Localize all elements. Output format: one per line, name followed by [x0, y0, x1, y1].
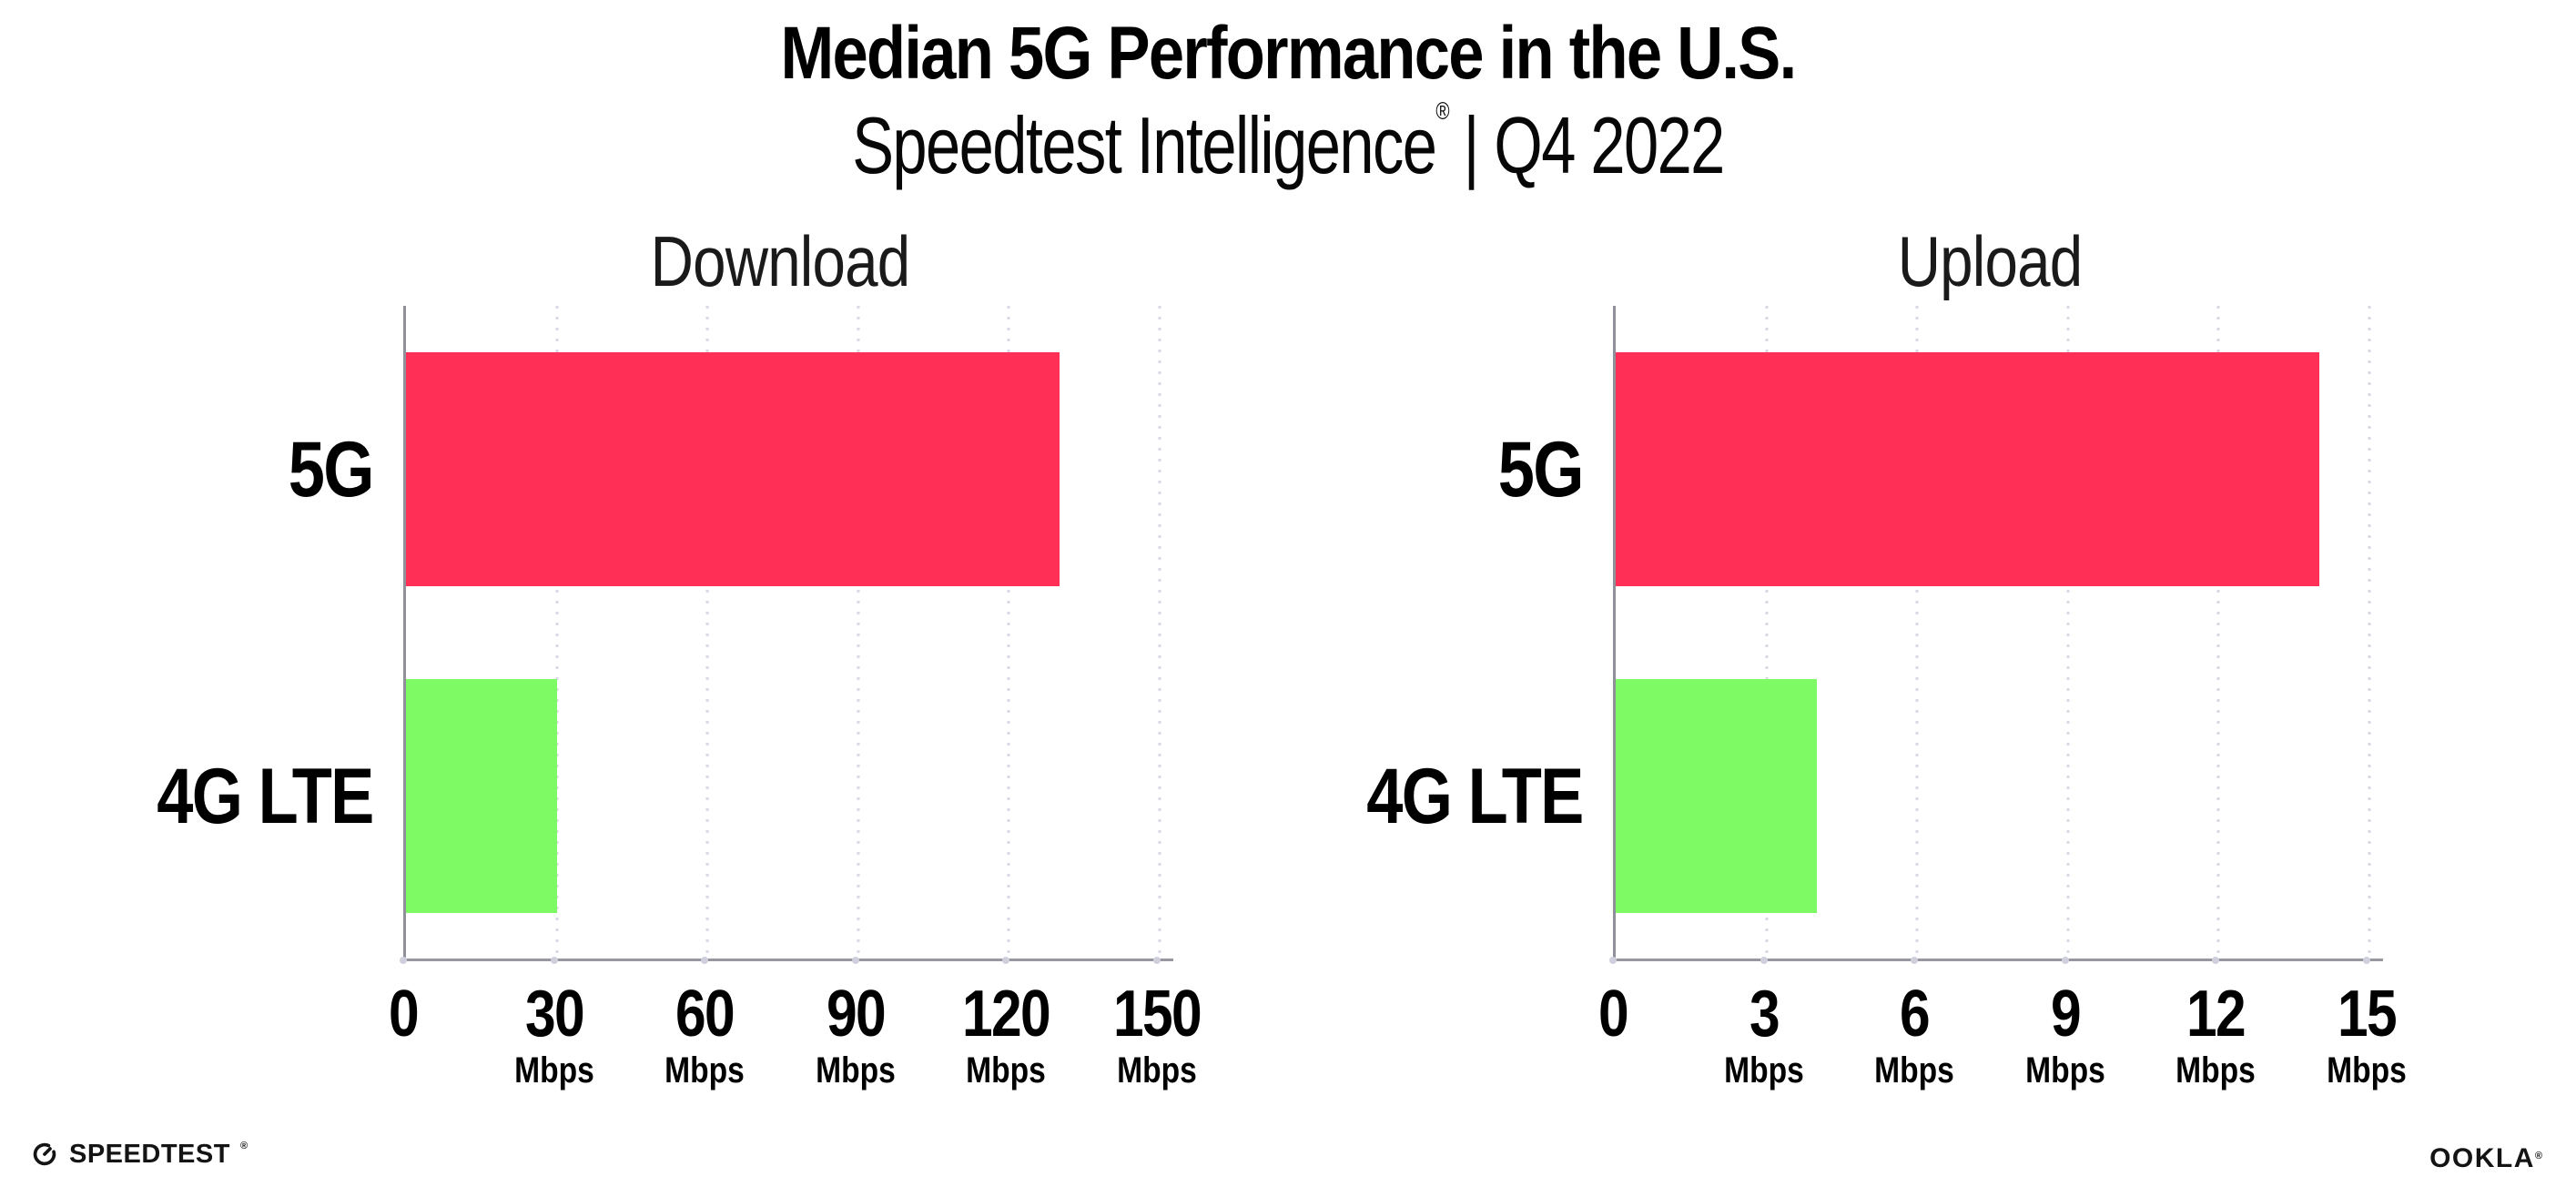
axis-tick-dot	[400, 957, 407, 964]
x-tick-label: 60	[675, 978, 735, 1050]
x-tick-unit: Mbps	[1874, 1050, 1955, 1090]
registered-mark: ®	[2534, 1151, 2542, 1161]
bar-5g	[1616, 352, 2319, 586]
speedtest-wordmark: SPEEDTEST	[69, 1139, 230, 1169]
gridline	[1007, 306, 1010, 959]
axis-tick-dot	[2363, 957, 2370, 964]
subtitle-period: | Q4 2022	[1463, 100, 1726, 190]
x-tick-unit: Mbps	[2175, 1050, 2257, 1090]
x-tick-label: 120	[962, 978, 1051, 1050]
axis-tick-dot	[1911, 957, 1919, 964]
x-tick-label: 30	[524, 978, 585, 1050]
gridline	[2066, 306, 2070, 959]
axis-tick-dot	[851, 957, 859, 964]
ookla-wordmark: OOKLA	[2429, 1143, 2535, 1173]
gridline	[705, 306, 709, 959]
bar-4g-lte	[1616, 679, 1817, 913]
x-tick: 0	[1596, 981, 1630, 1047]
axis-tick-dot	[2061, 957, 2069, 964]
x-tick: 60 Mbps	[657, 981, 752, 1089]
gridline	[1915, 306, 1919, 959]
axis-tick-dot	[2212, 957, 2220, 964]
x-tick-label: 90	[826, 978, 887, 1050]
registered-mark: ®	[239, 1140, 248, 1151]
x-tick-label: 0	[389, 978, 420, 1050]
plot-area: 5G 4G LTE	[157, 306, 1161, 959]
plot-area: 5G 4G LTE	[1367, 306, 2371, 959]
axis-tick-dot	[1002, 957, 1010, 964]
axis-tick-dot	[1153, 957, 1161, 964]
x-tick-unit: Mbps	[513, 1050, 594, 1090]
category-label: 4G LTE	[157, 752, 375, 840]
x-tick: 150 Mbps	[1105, 981, 1209, 1089]
gridline	[857, 306, 860, 959]
x-tick-label: 15	[2338, 978, 2398, 1050]
x-axis-ticks: 0 3 Mbps 6 Mbps 9 Mbps 12 Mbps 15 Mbps	[1598, 981, 2407, 1136]
category-label: 5G	[288, 425, 375, 513]
gridline	[555, 306, 559, 959]
x-tick-unit: Mbps	[1723, 1050, 1804, 1090]
x-tick: 6 Mbps	[1867, 981, 1962, 1089]
x-tick: 3 Mbps	[1716, 981, 1810, 1089]
category-label: 5G	[1497, 425, 1585, 513]
registered-mark: ®	[1435, 96, 1450, 125]
download-chart: Download 5G 4G LTE 0 30 Mbps 60 Mbps 90 Mbps 120…	[157, 0, 1202, 1197]
x-tick: 30 Mbps	[506, 981, 601, 1089]
x-tick: 90 Mbps	[808, 981, 903, 1089]
speedtest-logo: SPEEDTEST ®	[30, 1140, 248, 1169]
speedtest-gauge-icon	[33, 1142, 56, 1166]
x-tick-unit: Mbps	[2327, 1050, 2407, 1090]
x-tick: 15 Mbps	[2319, 981, 2414, 1089]
page-subtitle: Speedtest Intelligence® | Q4 2022	[283, 98, 2292, 186]
gridline	[2368, 306, 2371, 959]
x-tick: 12 Mbps	[2168, 981, 2263, 1089]
page-title: Median 5G Performance in the U.S.	[780, 12, 1798, 95]
x-tick: 9 Mbps	[2018, 981, 2113, 1089]
chart-title: Download	[650, 221, 911, 301]
axis-tick-dot	[550, 957, 558, 964]
chart-title: Upload	[1897, 221, 2083, 301]
x-tick-label: 150	[1113, 978, 1202, 1050]
x-tick-unit: Mbps	[815, 1050, 896, 1090]
x-tick-unit: Mbps	[2024, 1050, 2105, 1090]
x-tick-label: 9	[2050, 978, 2082, 1050]
bar-4g-lte	[406, 679, 557, 913]
x-tick-unit: Mbps	[1117, 1050, 1197, 1090]
x-tick: 0	[386, 981, 421, 1047]
x-tick-unit: Mbps	[664, 1050, 745, 1090]
upload-chart: Upload 5G 4G LTE 0 3 Mbps 6 Mbps 9 Mbps 12 Mbps 15…	[1367, 0, 2407, 1197]
category-label: 4G LTE	[1366, 752, 1585, 840]
ookla-logo: OOKLA®	[2429, 1145, 2542, 1172]
gridline	[1158, 306, 1161, 959]
axis-tick-dot	[1609, 957, 1617, 964]
x-axis-ticks: 0 30 Mbps 60 Mbps 90 Mbps 120 Mbps 150 Mbps	[389, 981, 1202, 1136]
x-tick: 120 Mbps	[954, 981, 1058, 1089]
gridline	[2216, 306, 2220, 959]
gridline	[1765, 306, 1769, 959]
x-axis-line	[400, 957, 1173, 964]
axis-tick-dot	[1760, 957, 1768, 964]
x-tick-unit: Mbps	[966, 1050, 1047, 1090]
bar-5g	[406, 352, 1060, 586]
x-tick-label: 12	[2186, 978, 2246, 1050]
x-tick-label: 6	[1900, 978, 1931, 1050]
subtitle-brand: Speedtest Intelligence	[852, 100, 1437, 190]
x-tick-label: 3	[1749, 978, 1780, 1050]
x-tick-label: 0	[1598, 978, 1629, 1050]
x-axis-line	[1609, 957, 2383, 964]
axis-tick-dot	[701, 957, 709, 964]
